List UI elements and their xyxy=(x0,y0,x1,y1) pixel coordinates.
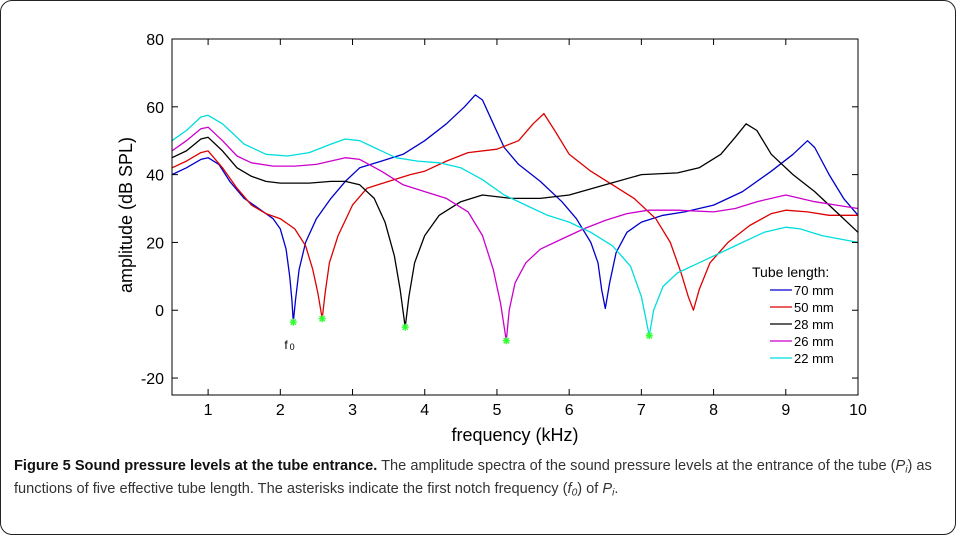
y-tick-label: 40 xyxy=(146,168,164,185)
x-tick-label: 9 xyxy=(781,402,790,419)
caption-text-3: ) of xyxy=(577,481,603,497)
x-tick-label: 8 xyxy=(709,402,718,419)
series-line-2 xyxy=(171,123,859,328)
caption-p-symbol-2: P xyxy=(602,481,613,497)
y-axis-label: amplitude (dB SPL) xyxy=(116,137,136,293)
caption-text-4: . xyxy=(614,481,619,497)
chart-curves xyxy=(171,94,859,342)
y-tick-label: 0 xyxy=(155,303,164,320)
legend-label-1: 50 mm xyxy=(794,300,834,315)
x-tick-label: 4 xyxy=(420,402,429,419)
x-tick-label: 3 xyxy=(348,402,357,419)
legend: Tube length: 70 mm 50 mm 28 mm 26 mm 22 mm xyxy=(752,264,834,366)
caption-p-symbol: P xyxy=(895,458,906,474)
y-tick-label: 20 xyxy=(146,235,164,252)
series-line-1 xyxy=(171,112,858,320)
caption-p-subscript: i xyxy=(905,464,908,476)
y-tick-label: -20 xyxy=(141,371,164,388)
notch-marker-1 xyxy=(318,315,326,323)
legend-label-0: 70 mm xyxy=(794,283,834,298)
series-line-3 xyxy=(171,126,859,342)
x-tick-label: 7 xyxy=(637,402,646,419)
figure-label: Figure 5 xyxy=(14,458,71,474)
series-line-4 xyxy=(171,114,859,337)
caption-p-subscript-2: i xyxy=(612,487,615,499)
y-tick-label: 60 xyxy=(146,100,164,117)
legend-label-3: 26 mm xyxy=(794,334,834,349)
notch-marker-2 xyxy=(401,323,409,331)
f0-annotation-symbol: f xyxy=(284,338,288,352)
x-axis-label: frequency (kHz) xyxy=(451,425,578,445)
legend-label-2: 28 mm xyxy=(794,317,834,332)
legend-title: Tube length: xyxy=(752,264,829,280)
series-line-0 xyxy=(171,94,859,323)
x-tick-label: 1 xyxy=(204,402,213,419)
notch-marker-0 xyxy=(289,318,297,326)
notch-marker-4 xyxy=(645,332,653,340)
notch-marker-3 xyxy=(502,337,510,345)
plot-area xyxy=(171,38,859,396)
figure-title: Sound pressure levels at the tube entran… xyxy=(74,458,378,474)
x-tick-label: 2 xyxy=(276,402,285,419)
x-tick-label: 5 xyxy=(492,402,501,419)
f0-annotation-subscript: 0 xyxy=(290,342,295,352)
figure-caption: Figure 5 Sound pressure levels at the tu… xyxy=(14,455,944,501)
y-tick-label: 80 xyxy=(146,32,164,49)
x-tick-label: 6 xyxy=(565,402,574,419)
caption-text-2: ) as functions of five effective tube le… xyxy=(14,458,932,497)
axis-tick-labels: 1 2 3 4 5 6 7 8 9 10 -20 0 20 40 60 80 xyxy=(141,32,867,419)
legend-label-4: 22 mm xyxy=(794,351,834,366)
caption-f-subscript: 0 xyxy=(571,487,578,499)
x-tick-label: 10 xyxy=(849,402,867,419)
notch-markers xyxy=(289,315,653,345)
caption-f-symbol: f xyxy=(567,481,572,497)
caption-text-1: The amplitude spectra of the sound press… xyxy=(381,458,896,474)
axis-ticks xyxy=(172,38,859,395)
